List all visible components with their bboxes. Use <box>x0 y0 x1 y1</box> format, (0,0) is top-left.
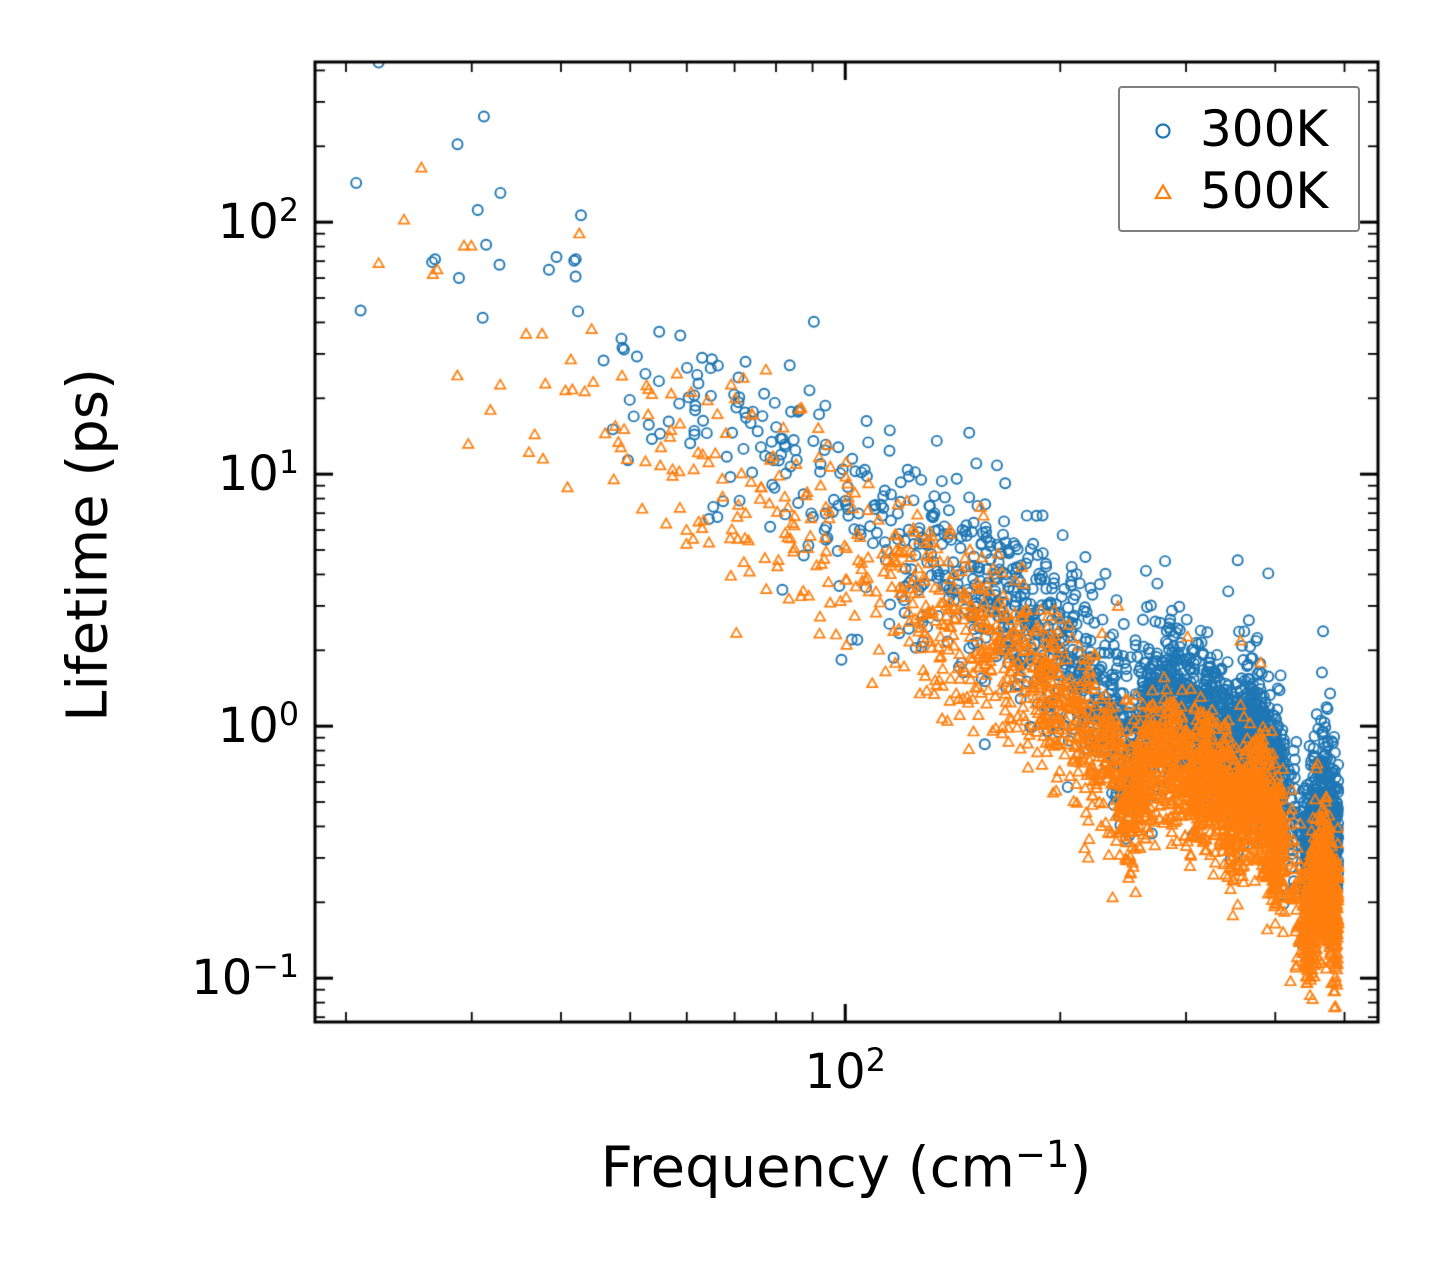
y-axis-label: Lifetime (ps) <box>55 368 121 722</box>
legend: 300K 500K <box>1118 86 1360 232</box>
x-axis-label-superscript: −1 <box>1014 1132 1070 1176</box>
x-axis-label: Frequency (cm−1) <box>601 1136 1092 1201</box>
legend-item-300k: 300K <box>1120 98 1358 160</box>
y-tick-label: 102 <box>217 193 299 251</box>
y-tick-label: 10−1 <box>191 949 299 1007</box>
legend-label-500k: 500K <box>1200 162 1329 220</box>
y-tick-label: 100 <box>217 697 299 755</box>
triangle-marker-icon <box>1153 183 1173 200</box>
legend-item-500k: 500K <box>1120 160 1358 222</box>
x-axis-label-text-close: ) <box>1069 1135 1092 1201</box>
circle-marker-icon <box>1155 123 1171 139</box>
y-tick-label: 101 <box>217 445 299 503</box>
x-axis-label-text: Frequency (cm <box>600 1135 1015 1201</box>
legend-label-300k: 300K <box>1200 100 1329 158</box>
x-tick-label: 102 <box>804 1043 886 1100</box>
